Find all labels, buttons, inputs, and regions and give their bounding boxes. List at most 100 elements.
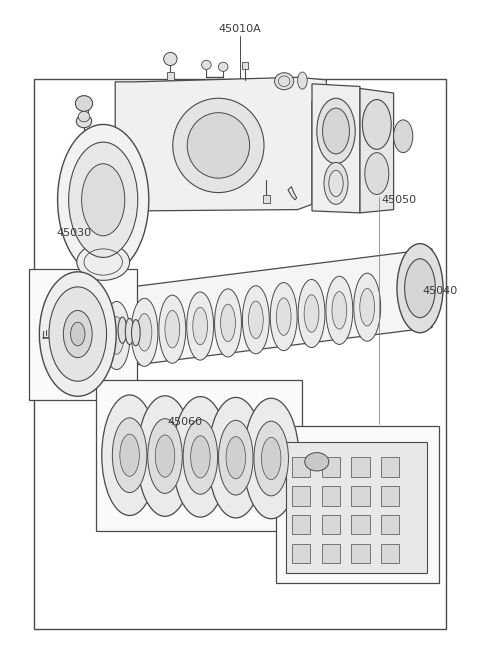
Ellipse shape [165, 310, 180, 348]
Text: 45040: 45040 [422, 286, 457, 297]
Text: 45010A: 45010A [218, 24, 262, 35]
Ellipse shape [155, 435, 175, 477]
Text: 45030: 45030 [57, 227, 92, 238]
Ellipse shape [215, 289, 241, 357]
Ellipse shape [208, 398, 264, 518]
Ellipse shape [76, 115, 92, 128]
Ellipse shape [137, 396, 193, 516]
Ellipse shape [226, 437, 246, 479]
Bar [29, 269, 137, 400]
Bar [292, 515, 310, 534]
Ellipse shape [39, 272, 116, 396]
Ellipse shape [49, 287, 107, 381]
Text: 45050: 45050 [382, 195, 417, 205]
Bar [351, 486, 370, 506]
Ellipse shape [82, 164, 125, 236]
Ellipse shape [362, 100, 391, 149]
Polygon shape [115, 77, 326, 211]
Bar [292, 544, 310, 563]
Ellipse shape [102, 395, 157, 515]
Polygon shape [43, 249, 432, 377]
Ellipse shape [132, 320, 140, 346]
Ellipse shape [202, 60, 211, 69]
Ellipse shape [75, 96, 93, 111]
Ellipse shape [131, 298, 158, 366]
Ellipse shape [58, 124, 149, 275]
Ellipse shape [249, 301, 263, 339]
Polygon shape [312, 84, 360, 213]
Bar [276, 426, 439, 583]
Ellipse shape [183, 419, 217, 495]
Ellipse shape [159, 295, 186, 364]
Ellipse shape [276, 298, 291, 335]
Ellipse shape [354, 273, 381, 341]
Ellipse shape [305, 453, 329, 471]
Bar [322, 544, 340, 563]
Ellipse shape [218, 62, 228, 71]
Ellipse shape [326, 276, 353, 345]
Ellipse shape [75, 305, 102, 373]
Ellipse shape [221, 304, 235, 342]
Bar [381, 515, 399, 534]
Ellipse shape [118, 317, 127, 343]
Ellipse shape [193, 307, 207, 345]
Ellipse shape [82, 320, 96, 358]
Bar [167, 72, 174, 80]
Bar [381, 544, 399, 563]
Ellipse shape [164, 52, 177, 66]
Bar [81, 105, 88, 114]
Ellipse shape [332, 291, 347, 329]
Bar [322, 515, 340, 534]
Ellipse shape [78, 111, 90, 122]
Bar [292, 457, 310, 477]
Bar [286, 442, 427, 573]
Ellipse shape [172, 397, 228, 517]
Ellipse shape [112, 418, 147, 493]
Ellipse shape [187, 113, 250, 178]
Ellipse shape [187, 292, 214, 360]
Ellipse shape [109, 317, 124, 354]
Bar [322, 457, 340, 477]
Bar [96, 380, 302, 531]
Ellipse shape [394, 120, 413, 153]
Bar [322, 486, 340, 506]
Ellipse shape [323, 108, 349, 154]
Bar [263, 195, 270, 203]
Ellipse shape [69, 142, 138, 257]
Ellipse shape [125, 318, 134, 345]
Ellipse shape [77, 244, 130, 280]
Ellipse shape [298, 280, 325, 348]
Polygon shape [360, 88, 394, 213]
Ellipse shape [262, 438, 281, 479]
Bar [381, 486, 399, 506]
Ellipse shape [397, 244, 443, 333]
Bar [351, 515, 370, 534]
Ellipse shape [270, 282, 297, 350]
Ellipse shape [405, 259, 435, 318]
Ellipse shape [137, 314, 152, 351]
Bar [381, 457, 399, 477]
Ellipse shape [71, 322, 85, 346]
Ellipse shape [218, 421, 253, 495]
Ellipse shape [317, 98, 355, 164]
Ellipse shape [120, 434, 139, 476]
Ellipse shape [191, 436, 210, 478]
Ellipse shape [242, 286, 269, 354]
Ellipse shape [298, 72, 307, 89]
Bar [351, 457, 370, 477]
Text: 45060: 45060 [167, 417, 203, 428]
Ellipse shape [324, 162, 348, 204]
Bar [34, 79, 446, 629]
Ellipse shape [148, 419, 182, 493]
Ellipse shape [275, 73, 294, 90]
Ellipse shape [173, 98, 264, 193]
Ellipse shape [243, 398, 299, 519]
Ellipse shape [254, 421, 288, 496]
Bar [351, 544, 370, 563]
Ellipse shape [360, 288, 374, 326]
Ellipse shape [63, 310, 92, 358]
Ellipse shape [304, 295, 319, 332]
Ellipse shape [103, 301, 130, 369]
Bar [292, 486, 310, 506]
Bar [242, 62, 248, 69]
